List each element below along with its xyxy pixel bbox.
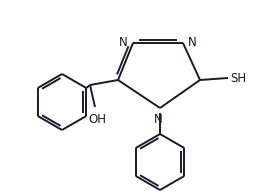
Text: SH: SH (230, 72, 246, 84)
Text: N: N (119, 36, 128, 50)
Text: N: N (154, 113, 162, 126)
Text: N: N (188, 36, 197, 50)
Text: OH: OH (88, 113, 106, 126)
